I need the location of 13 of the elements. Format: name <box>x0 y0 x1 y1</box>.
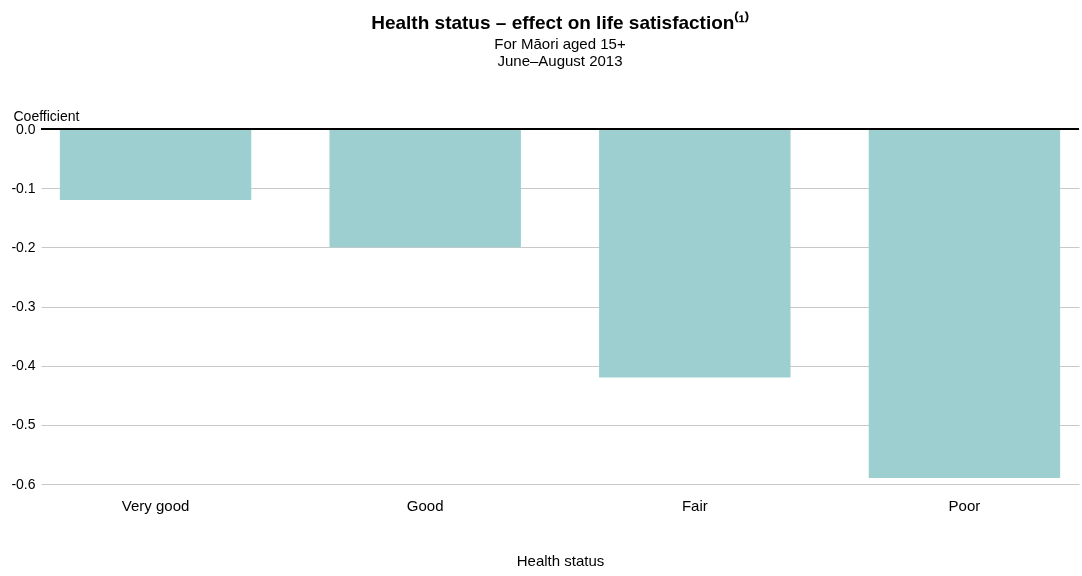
x-axis-title: Health status <box>516 551 605 569</box>
y-tick-label: -0.1 <box>11 179 36 196</box>
y-tick-label: -0.6 <box>11 475 36 492</box>
chart-title: Health status – effect on life satisfaction⁽¹⁾ <box>371 11 749 33</box>
x-tick-label: Very good <box>121 496 190 514</box>
y-tick-label: -0.4 <box>11 357 36 374</box>
x-tick-label: Poor <box>948 496 981 514</box>
y-tick-label: -0.2 <box>11 238 36 255</box>
y-tick-label: -0.3 <box>11 298 36 314</box>
x-tick-label: Fair <box>681 496 708 514</box>
y-tick-label: -0.5 <box>11 416 36 433</box>
chart-subtitle: For Māori aged 15+ June–August 2013 <box>494 35 626 69</box>
x-tick-label: Good <box>406 496 444 514</box>
